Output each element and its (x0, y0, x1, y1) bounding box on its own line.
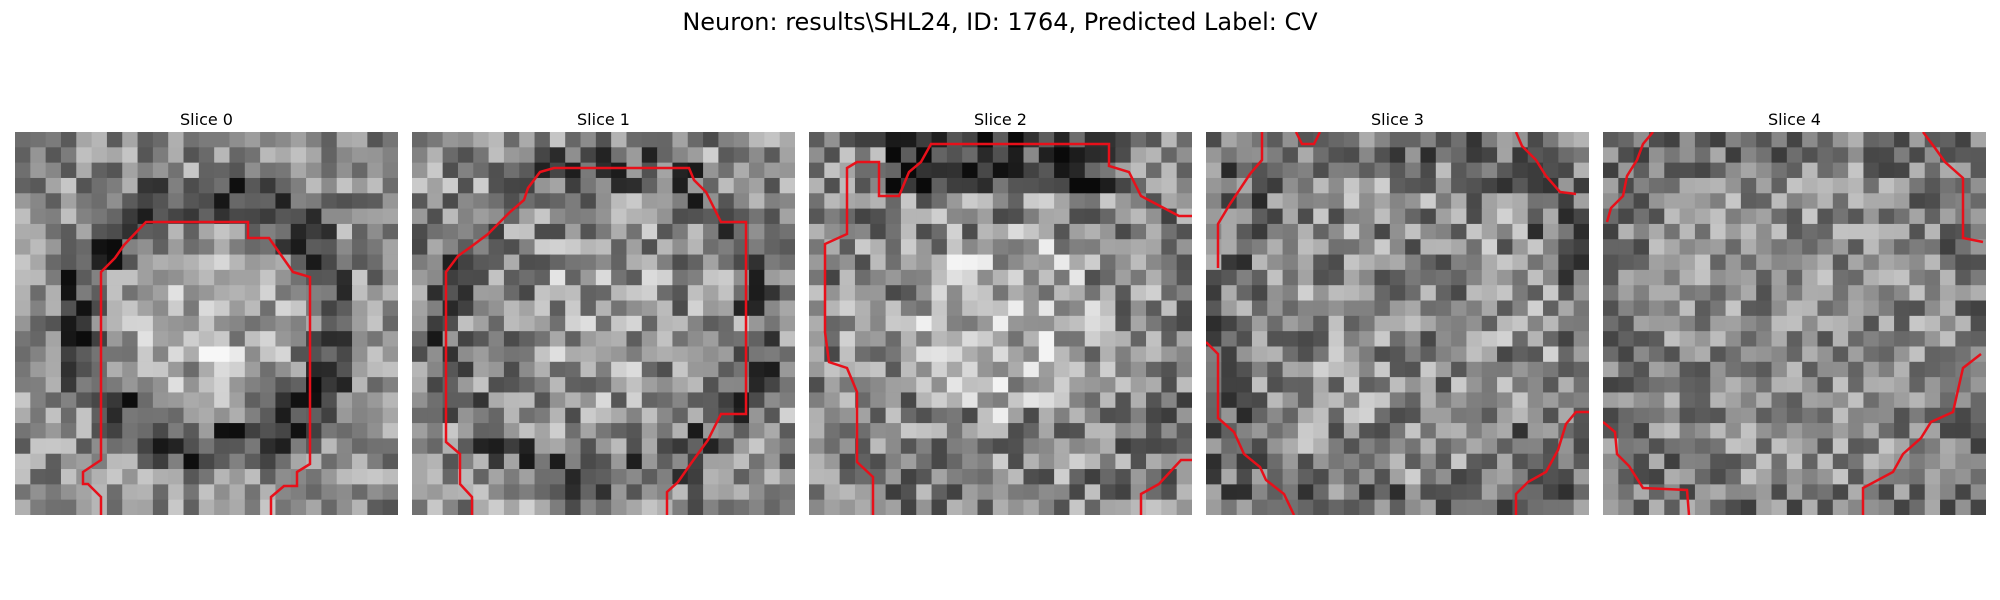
slice-panel-4: Slice 4 (1603, 108, 1986, 515)
slice-panel-2: Slice 2 (809, 108, 1192, 515)
slice-title: Slice 3 (1371, 110, 1424, 129)
slice-title: Slice 1 (577, 110, 630, 129)
slice-title: Slice 4 (1768, 110, 1821, 129)
slice-image (1206, 132, 1589, 515)
slice-image (809, 132, 1192, 515)
slice-image (1603, 132, 1986, 515)
slice-image (412, 132, 795, 515)
slice-image (15, 132, 398, 515)
slice-panel-0: Slice 0 (15, 108, 398, 515)
figure-title: Neuron: results\SHL24, ID: 1764, Predict… (682, 8, 1318, 36)
slice-title: Slice 0 (180, 110, 233, 129)
slice-panel-3: Slice 3 (1206, 108, 1589, 515)
slice-panel-1: Slice 1 (412, 108, 795, 515)
slice-title: Slice 2 (974, 110, 1027, 129)
